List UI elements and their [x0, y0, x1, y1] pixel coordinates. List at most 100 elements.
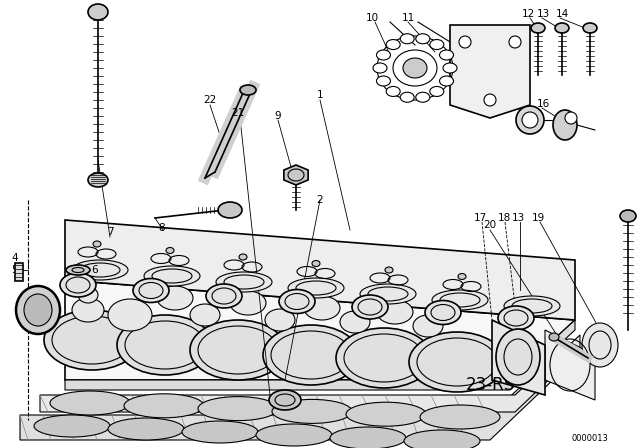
Ellipse shape	[124, 394, 204, 418]
Text: 13: 13	[536, 9, 550, 19]
Ellipse shape	[216, 272, 272, 292]
Ellipse shape	[72, 260, 128, 280]
Ellipse shape	[553, 110, 577, 140]
Ellipse shape	[340, 311, 370, 333]
Ellipse shape	[385, 267, 393, 273]
Ellipse shape	[66, 265, 90, 275]
Ellipse shape	[288, 278, 344, 298]
Ellipse shape	[440, 76, 454, 86]
Ellipse shape	[108, 299, 152, 331]
Ellipse shape	[198, 396, 278, 421]
Polygon shape	[284, 165, 308, 185]
Text: 3: 3	[38, 310, 45, 320]
Ellipse shape	[443, 63, 457, 73]
Text: 14: 14	[556, 9, 568, 19]
Text: 5: 5	[11, 265, 17, 275]
Ellipse shape	[360, 284, 416, 304]
Ellipse shape	[404, 430, 480, 448]
Ellipse shape	[166, 247, 174, 254]
Text: 2: 2	[317, 195, 323, 205]
Text: 15: 15	[511, 99, 525, 109]
Ellipse shape	[484, 94, 496, 106]
Ellipse shape	[409, 332, 505, 392]
Ellipse shape	[60, 273, 96, 297]
Polygon shape	[450, 25, 530, 118]
Ellipse shape	[218, 202, 242, 218]
Text: 12: 12	[522, 9, 534, 19]
Ellipse shape	[279, 289, 315, 314]
Text: 10: 10	[365, 13, 379, 23]
Ellipse shape	[458, 273, 466, 280]
Ellipse shape	[190, 304, 220, 326]
Text: 23-RS: 23-RS	[465, 376, 515, 394]
Ellipse shape	[376, 76, 390, 86]
Ellipse shape	[522, 112, 538, 128]
Ellipse shape	[304, 296, 340, 320]
Ellipse shape	[430, 39, 444, 50]
Ellipse shape	[377, 300, 413, 324]
Polygon shape	[20, 355, 555, 440]
Text: 7: 7	[107, 227, 113, 237]
Ellipse shape	[376, 50, 390, 60]
Ellipse shape	[272, 400, 352, 423]
Ellipse shape	[386, 86, 400, 96]
Ellipse shape	[88, 173, 108, 187]
Polygon shape	[65, 280, 575, 380]
Ellipse shape	[420, 405, 500, 429]
Bar	[15, 263, 23, 281]
Text: 16: 16	[536, 99, 550, 109]
Text: 1: 1	[317, 90, 323, 100]
Ellipse shape	[24, 294, 52, 326]
Ellipse shape	[509, 36, 521, 48]
Text: 21: 21	[232, 108, 244, 118]
Ellipse shape	[108, 418, 184, 440]
Ellipse shape	[393, 50, 437, 86]
Ellipse shape	[549, 333, 559, 341]
Ellipse shape	[531, 23, 545, 33]
Text: 11: 11	[401, 13, 415, 23]
Text: 6: 6	[92, 265, 99, 275]
Ellipse shape	[432, 290, 488, 310]
Text: 0000013: 0000013	[572, 434, 609, 443]
Ellipse shape	[240, 85, 256, 95]
Ellipse shape	[496, 329, 540, 385]
Ellipse shape	[416, 92, 430, 102]
Ellipse shape	[386, 39, 400, 50]
Ellipse shape	[78, 287, 98, 303]
Ellipse shape	[425, 301, 461, 324]
Ellipse shape	[133, 279, 169, 302]
Ellipse shape	[400, 92, 414, 102]
Ellipse shape	[157, 286, 193, 310]
Ellipse shape	[352, 295, 388, 319]
Text: 19: 19	[531, 213, 545, 223]
Ellipse shape	[182, 421, 258, 443]
Polygon shape	[545, 330, 595, 400]
Polygon shape	[40, 335, 580, 412]
Ellipse shape	[582, 323, 618, 367]
Text: 8: 8	[159, 223, 165, 233]
Polygon shape	[492, 320, 545, 395]
Ellipse shape	[440, 50, 454, 60]
Ellipse shape	[263, 325, 359, 385]
Ellipse shape	[459, 36, 471, 48]
Ellipse shape	[72, 298, 104, 322]
Ellipse shape	[565, 112, 577, 124]
Text: 17: 17	[474, 213, 486, 223]
Ellipse shape	[256, 424, 332, 446]
Text: 18: 18	[497, 213, 511, 223]
Ellipse shape	[346, 402, 426, 426]
Text: 13: 13	[511, 213, 525, 223]
Ellipse shape	[413, 315, 443, 337]
Ellipse shape	[620, 210, 636, 222]
Ellipse shape	[230, 291, 266, 315]
Text: 4: 4	[12, 253, 19, 263]
Ellipse shape	[44, 310, 140, 370]
Text: 20: 20	[483, 220, 497, 230]
Ellipse shape	[400, 34, 414, 44]
Ellipse shape	[504, 296, 560, 316]
Ellipse shape	[88, 4, 108, 20]
Ellipse shape	[498, 306, 534, 330]
Ellipse shape	[206, 284, 242, 308]
Ellipse shape	[265, 309, 295, 331]
Ellipse shape	[16, 286, 60, 334]
